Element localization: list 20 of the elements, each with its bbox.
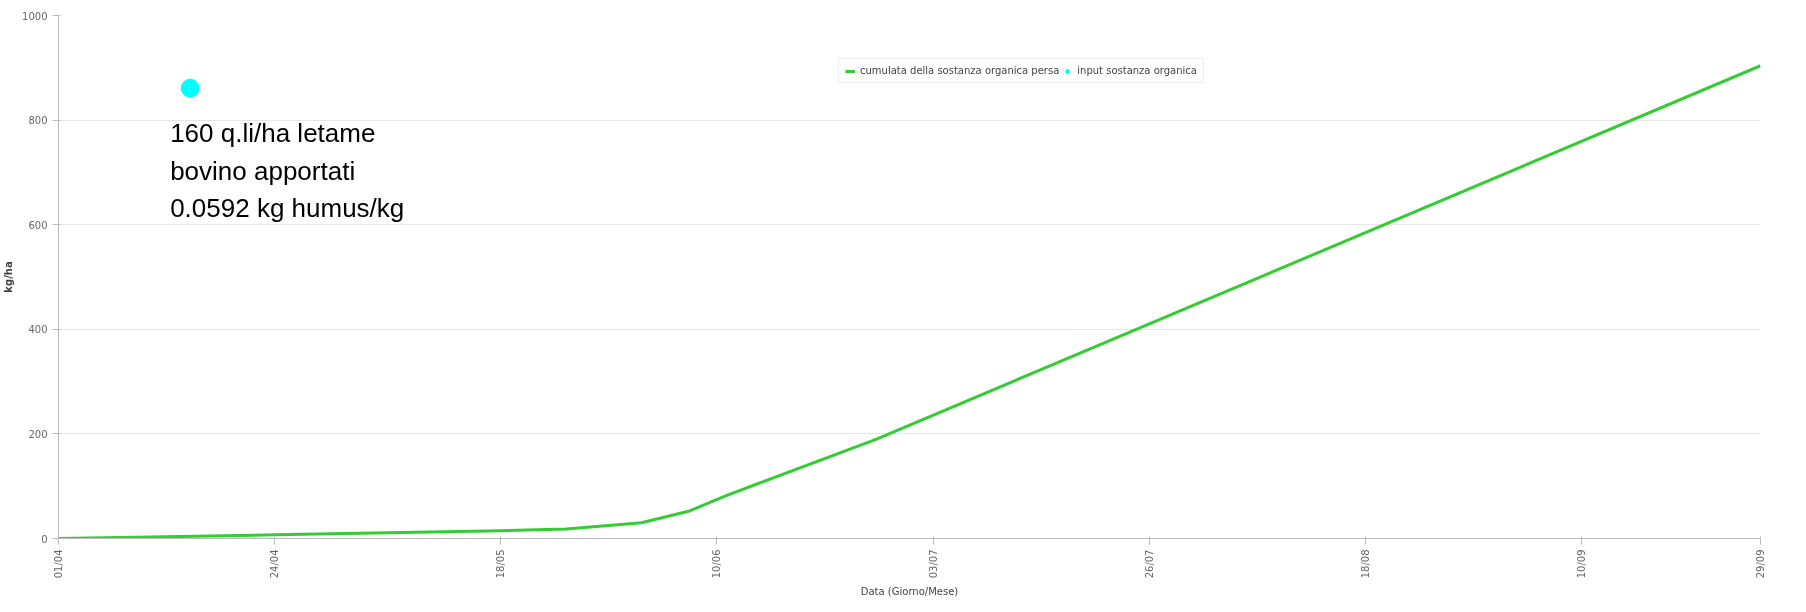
x-tick-label: 24/04: [269, 549, 281, 579]
legend-label: cumulata della sostanza organica persa: [860, 65, 1060, 76]
y-axis-title: kg/ha: [3, 261, 15, 293]
y-tick-label: 200: [28, 428, 48, 440]
y-tick-label: 600: [28, 219, 48, 231]
x-axis-title: Data (Giorno/Mese): [860, 586, 959, 598]
x-tick-label: 10/09: [1576, 549, 1588, 579]
x-tick-label: 01/04: [53, 549, 64, 579]
x-tick-label: 10/06: [711, 549, 723, 579]
y-tick-label: 0: [41, 533, 48, 545]
annotation: 160 q.li/ha letame bovino apportati 0.0592 kg humus/kg: [170, 118, 405, 224]
x-tick-label: 18/08: [1360, 549, 1372, 579]
x-tick-label: 29/09: [1755, 549, 1766, 579]
y-tick-label: 800: [28, 115, 48, 127]
x-tick-label: 03/07: [927, 549, 939, 579]
x-tick-label: 18/05: [494, 549, 506, 579]
y-tick-label: 400: [28, 324, 48, 336]
x-tick-label: 26/07: [1143, 549, 1155, 579]
y-tick-label: 1000: [22, 10, 48, 22]
legend-label: input sostanza organica: [1077, 65, 1197, 76]
